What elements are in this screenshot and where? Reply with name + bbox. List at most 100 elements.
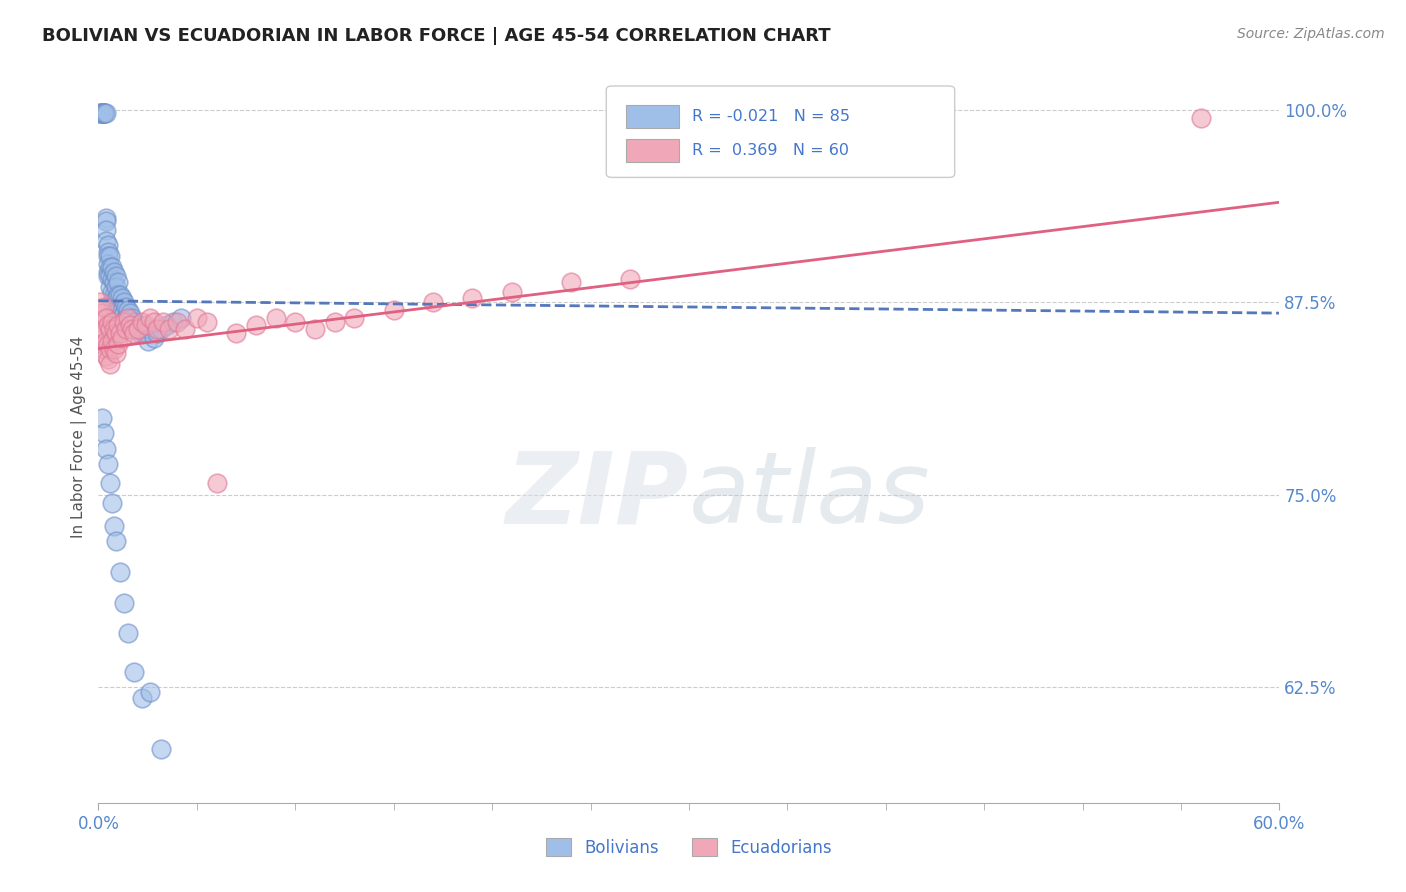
Point (93, 300, 115, 314)
Point (93, 106, 115, 120)
Point (112, 295, 135, 310)
Point (97, 238, 120, 252)
Point (107, 318, 129, 333)
Point (1189, 111, 1212, 125)
Text: BOLIVIAN VS ECUADORIAN IN LABOR FORCE | AGE 45-54 CORRELATION CHART: BOLIVIAN VS ECUADORIAN IN LABOR FORCE | … (42, 27, 831, 45)
Point (156, 318, 179, 333)
Point (97, 249, 120, 263)
Point (111, 315, 134, 329)
Point (121, 310, 143, 325)
Point (121, 321, 143, 335)
Point (96, 211, 118, 225)
Point (91, 326, 114, 340)
Point (101, 334, 124, 348)
Point (132, 326, 155, 340)
Point (91, 106, 114, 120)
Point (112, 596, 135, 610)
Point (284, 315, 307, 329)
Point (98, 342, 121, 356)
Point (108, 326, 131, 340)
Point (245, 318, 267, 333)
Point (96, 213, 118, 227)
Point (138, 321, 160, 335)
Point (93, 106, 115, 120)
Point (107, 300, 129, 314)
Point (107, 276, 129, 290)
Point (97, 352, 120, 367)
Point (98, 280, 121, 294)
Point (150, 321, 173, 335)
Point (103, 321, 125, 335)
Point (105, 326, 128, 340)
Point (111, 331, 134, 345)
Point (97, 318, 120, 333)
Point (382, 303, 405, 318)
Point (91, 410, 114, 425)
Point (150, 742, 173, 756)
Point (501, 285, 523, 299)
Point (108, 300, 131, 314)
Point (136, 326, 159, 340)
Point (117, 303, 139, 318)
Point (108, 287, 131, 301)
Point (101, 272, 124, 286)
Point (96, 334, 118, 348)
Point (117, 310, 139, 325)
Point (105, 303, 128, 318)
Point (96, 223, 118, 237)
Point (127, 318, 149, 333)
Point (115, 310, 138, 325)
Point (96, 234, 118, 248)
Point (112, 306, 135, 320)
FancyBboxPatch shape (606, 86, 955, 178)
Point (105, 291, 128, 305)
Point (96, 310, 118, 325)
Point (205, 475, 228, 490)
Text: ZIP: ZIP (506, 447, 689, 544)
Point (131, 321, 153, 335)
Legend: Bolivians, Ecuadorians: Bolivians, Ecuadorians (546, 838, 832, 856)
Point (131, 691, 153, 706)
Point (93, 426, 115, 441)
Point (107, 287, 129, 301)
Point (186, 310, 208, 325)
Point (323, 315, 346, 329)
Point (122, 326, 145, 340)
Point (96, 442, 118, 456)
Point (97, 264, 120, 278)
Point (112, 315, 135, 329)
Point (162, 315, 184, 329)
Point (125, 321, 148, 335)
Text: Source: ZipAtlas.com: Source: ZipAtlas.com (1237, 27, 1385, 41)
Point (138, 310, 160, 325)
Point (170, 310, 193, 325)
Y-axis label: In Labor Force | Age 45-54: In Labor Force | Age 45-54 (72, 336, 87, 538)
Point (142, 331, 165, 345)
Point (98, 260, 121, 274)
Text: R = -0.021   N = 85: R = -0.021 N = 85 (693, 109, 851, 124)
Point (152, 315, 174, 329)
Point (118, 318, 141, 333)
Point (131, 315, 153, 329)
Point (91, 106, 114, 120)
Point (93, 106, 115, 120)
Point (560, 276, 582, 290)
Point (93, 342, 115, 356)
Point (157, 321, 180, 335)
Point (105, 280, 128, 294)
Point (146, 321, 169, 335)
Point (461, 291, 484, 305)
Point (122, 665, 145, 679)
Point (264, 310, 287, 325)
Point (103, 276, 125, 290)
Point (166, 315, 188, 329)
Point (195, 315, 218, 329)
Point (98, 269, 121, 284)
Point (146, 326, 169, 340)
FancyBboxPatch shape (626, 105, 679, 128)
Point (108, 565, 131, 579)
Point (97, 244, 120, 259)
Point (111, 291, 134, 305)
Point (118, 318, 141, 333)
Point (98, 321, 121, 335)
